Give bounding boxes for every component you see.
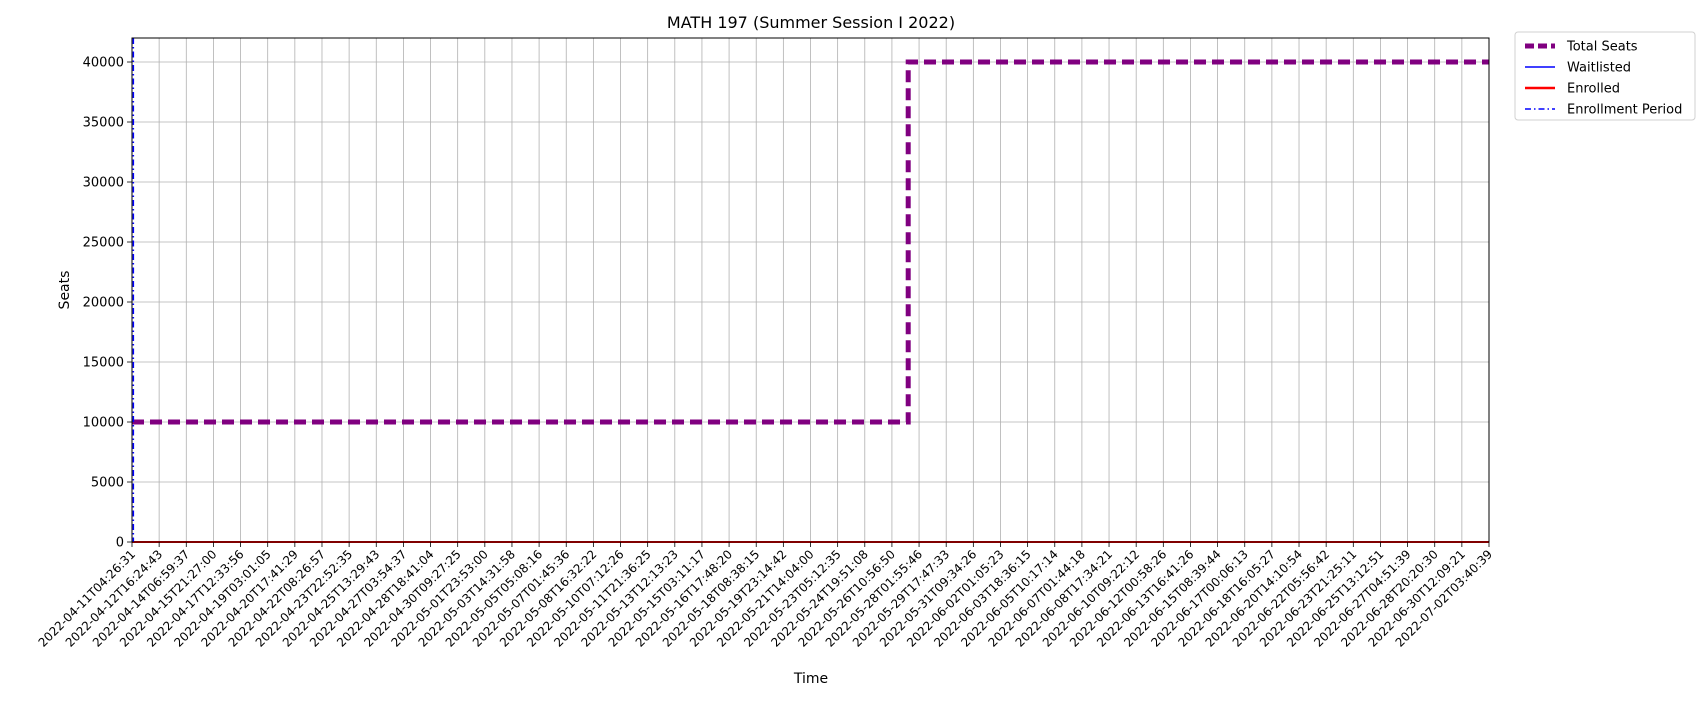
y-tick-label: 35000 — [83, 116, 124, 131]
chart-title: MATH 197 (Summer Session I 2022) — [667, 13, 955, 32]
y-tick-label: 30000 — [83, 176, 124, 191]
legend-label: Enrolled — [1567, 82, 1620, 97]
y-tick-label: 10000 — [83, 416, 124, 431]
legend-label: Total Seats — [1566, 40, 1638, 55]
legend-label: Enrollment Period — [1567, 103, 1682, 118]
y-tick-label: 15000 — [83, 356, 124, 371]
y-tick-label: 20000 — [83, 296, 124, 311]
y-tick-label: 25000 — [83, 236, 124, 251]
y-tick-label: 40000 — [83, 56, 124, 71]
plot-frame — [131, 37, 1490, 543]
legend-box — [1514, 31, 1696, 121]
y-tick-label: 0 — [116, 536, 124, 551]
y-axis-label: Seats — [57, 271, 73, 310]
x-axis-label: Time — [793, 671, 828, 687]
y-tick-label: 5000 — [91, 476, 124, 491]
series-line-total-seats — [132, 59, 1489, 425]
legend-label: Waitlisted — [1567, 61, 1631, 76]
